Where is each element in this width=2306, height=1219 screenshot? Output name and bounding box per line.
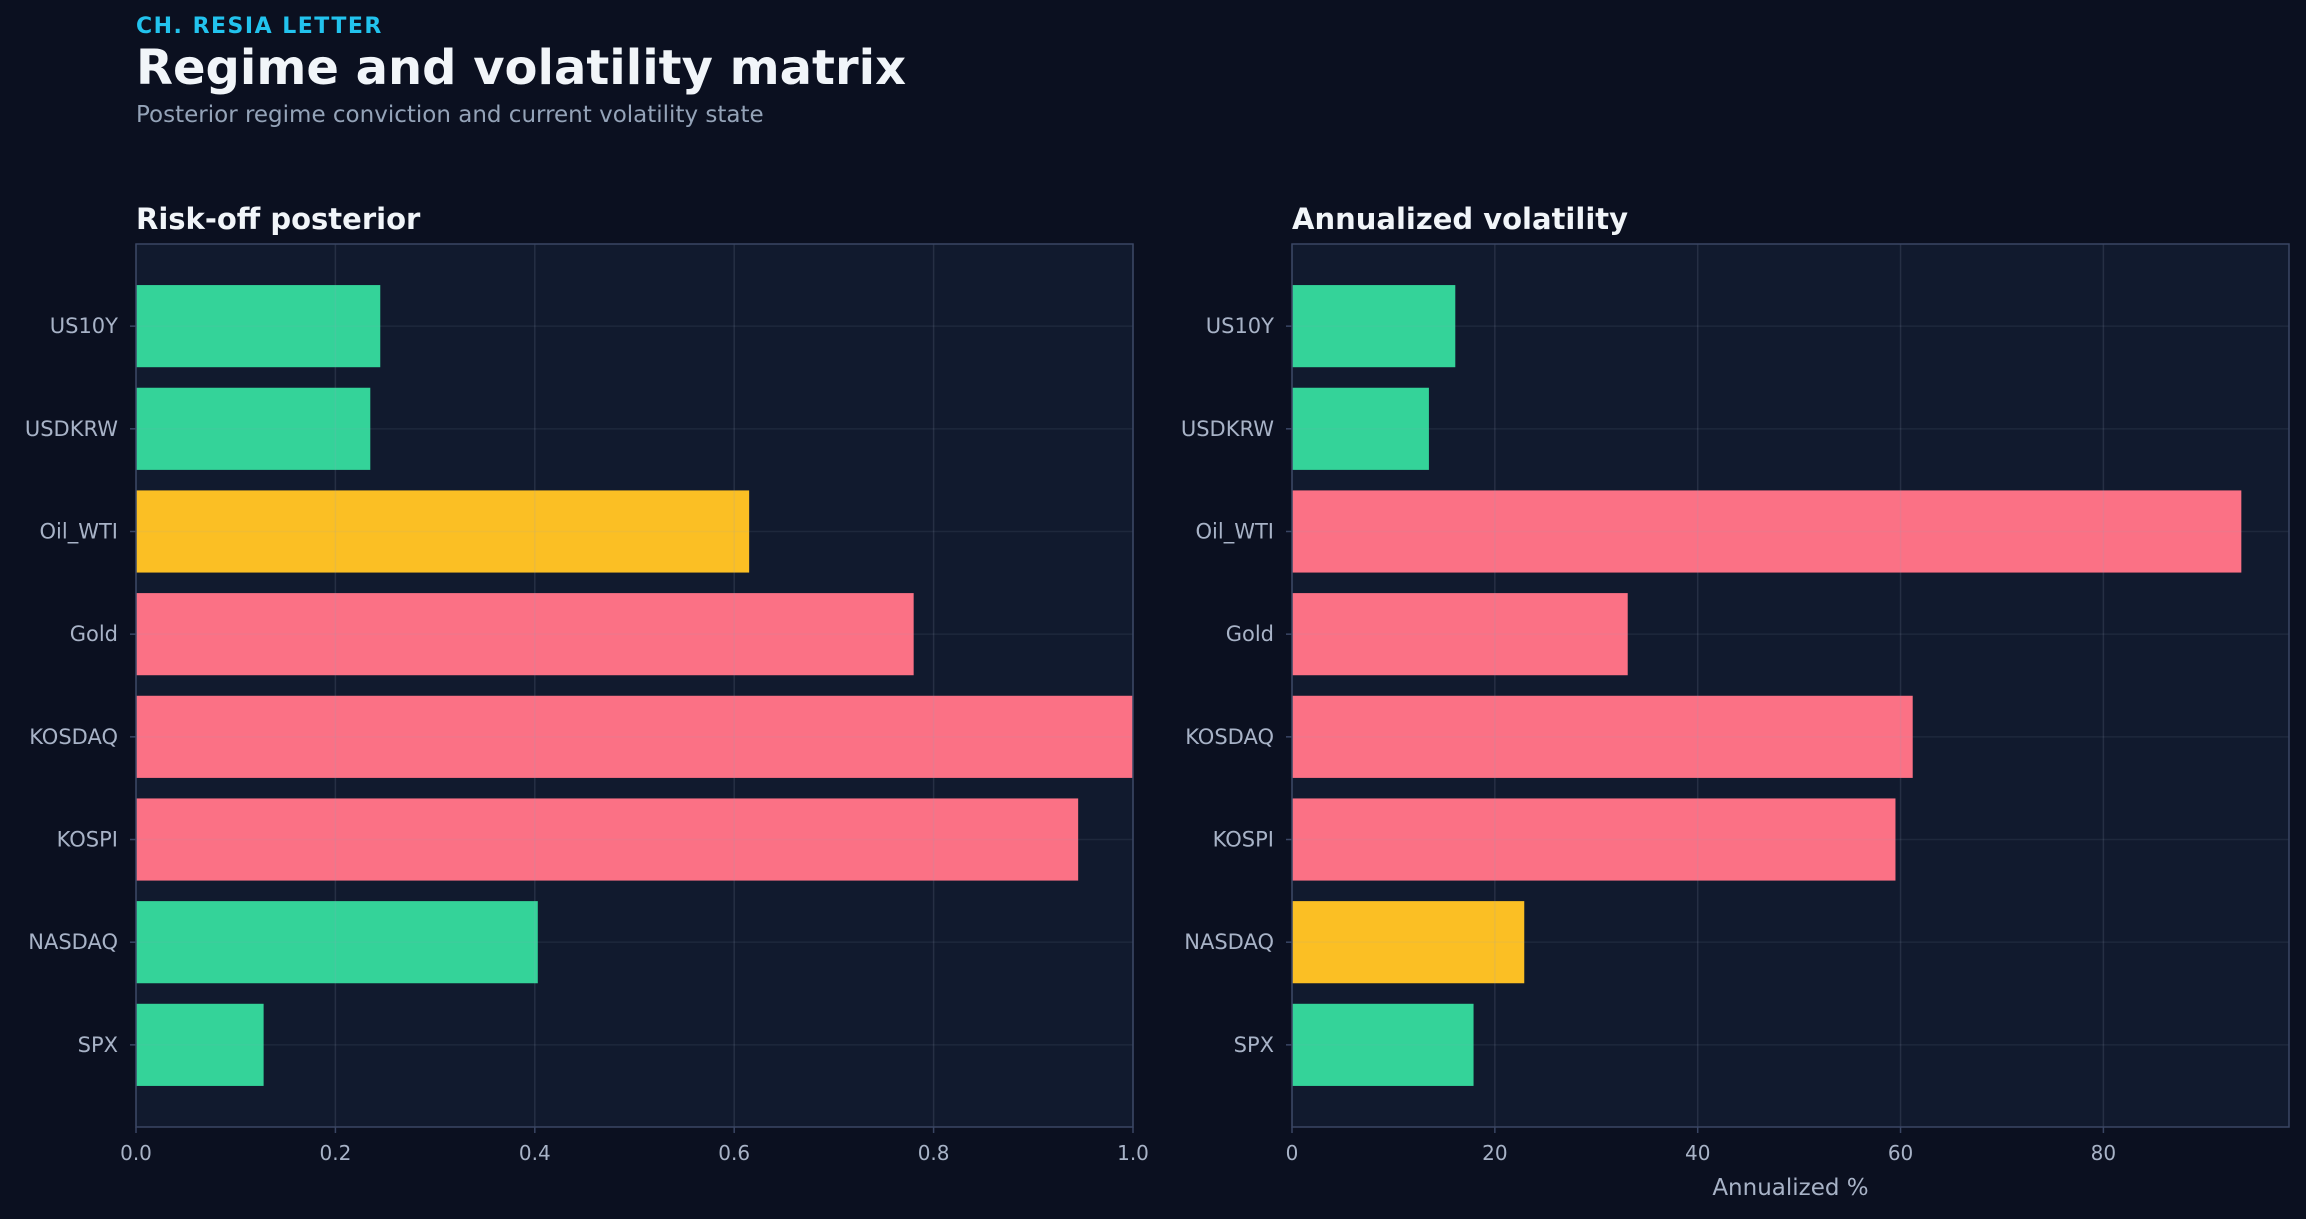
x-tick-label: 40	[1685, 1141, 1710, 1165]
category-label: SPX	[78, 1033, 118, 1057]
bar-nasdaq	[1292, 901, 1525, 984]
x-tick-label: 0	[1286, 1141, 1299, 1165]
bar-usdkrw	[136, 387, 371, 470]
bar-gold	[136, 593, 914, 676]
bar-kospi	[1292, 798, 1896, 881]
x-axis-title: Annualized %	[1712, 1175, 1868, 1201]
category-label: Oil_WTI	[40, 519, 118, 544]
category-label: Oil_WTI	[1196, 519, 1274, 544]
plot-frame-1	[135, 243, 1134, 1128]
category-label: US10Y	[1206, 314, 1274, 338]
bar-spx	[136, 1003, 264, 1086]
category-label: NASDAQ	[28, 930, 118, 954]
bar-us10y	[136, 285, 381, 368]
plot-frame-2	[1291, 243, 2290, 1128]
bar-us10y	[1292, 285, 1456, 368]
category-label: USDKRW	[1181, 417, 1274, 441]
category-label: KOSPI	[57, 828, 118, 852]
panel-title-1: Risk-off posterior	[136, 202, 421, 236]
x-tick-label: 20	[1482, 1141, 1507, 1165]
plot-area-2	[1292, 244, 2289, 1127]
x-tick-label: 0.0	[120, 1141, 152, 1165]
bar-nasdaq	[136, 901, 538, 984]
page-title: Regime and volatility matrix	[136, 40, 907, 96]
x-tick-label: 0.4	[519, 1141, 551, 1165]
category-label: KOSPI	[1213, 828, 1274, 852]
category-label: KOSDAQ	[29, 725, 118, 749]
bar-kosdaq	[136, 695, 1133, 778]
category-label: SPX	[1234, 1033, 1274, 1057]
x-tick-label: 60	[1888, 1141, 1913, 1165]
x-tick-label: 0.6	[718, 1141, 750, 1165]
category-label: USDKRW	[25, 417, 118, 441]
bar-kospi	[136, 798, 1079, 881]
category-label: NASDAQ	[1184, 930, 1274, 954]
category-label: Gold	[1226, 622, 1274, 646]
x-tick-label: 0.2	[319, 1141, 351, 1165]
report-kicker: CH. RESIA LETTER	[136, 14, 383, 39]
plot-area-1	[136, 244, 1133, 1127]
panel-title-2: Annualized volatility	[1292, 202, 1628, 236]
category-label: KOSDAQ	[1185, 725, 1274, 749]
bar-oil-wti	[136, 490, 750, 573]
category-label: US10Y	[50, 314, 118, 338]
x-tick-label: 0.8	[918, 1141, 950, 1165]
x-tick-label: 80	[2091, 1141, 2116, 1165]
category-label: Gold	[70, 622, 118, 646]
bar-spx	[1292, 1003, 1474, 1086]
x-tick-label: 1.0	[1117, 1141, 1149, 1165]
bar-kosdaq	[1292, 695, 1913, 778]
bar-oil-wti	[1292, 490, 2242, 573]
bar-usdkrw	[1292, 387, 1429, 470]
page-subtitle: Posterior regime conviction and current …	[136, 102, 764, 128]
bar-gold	[1292, 593, 1628, 676]
